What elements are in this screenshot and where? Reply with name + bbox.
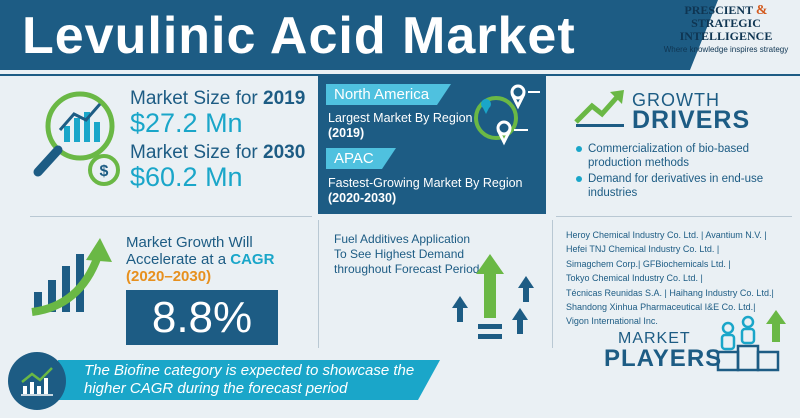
- line-chart-icon: [21, 367, 53, 396]
- divider: [552, 220, 553, 348]
- highlight-banner: [58, 360, 440, 400]
- market-size-2030-label: Market Size for 2030: [130, 142, 306, 163]
- people-podium-icon: [716, 310, 786, 372]
- cagr-label: Market Growth Will Accelerate at a CAGR …: [126, 234, 275, 285]
- largest-region-tag: North America: [326, 84, 452, 105]
- highlight-banner-text: The Biofine category is expected to show…: [84, 362, 415, 397]
- player-line: Heroy Chemical Industry Co. Ltd. | Avant…: [566, 230, 767, 240]
- header-rule: [0, 74, 800, 76]
- growth-arrow-icon: [574, 90, 624, 127]
- market-size-2019-value: $27.2 Mn: [130, 108, 243, 138]
- growth-driver-item: Demand for derivatives in end-use indust…: [576, 172, 782, 200]
- brand-tagline: Where knowledge inspires strategy: [663, 45, 789, 54]
- fastest-region-tag: APAC: [326, 148, 396, 169]
- largest-region-text: Largest Market By Region (2019): [328, 111, 473, 140]
- player-line: Hefei TNJ Chemical Industry Co. Ltd. |: [566, 244, 720, 255]
- bar-chart-growth-icon: [31, 238, 112, 316]
- growth-driver-item: Commercialization of bio-based productio…: [576, 142, 782, 170]
- map-pin-icon: [474, 84, 540, 146]
- player-line: Tokyo Chemical Industry Co. Ltd. |: [566, 273, 703, 284]
- cagr-value: 8.8%: [126, 290, 278, 345]
- player-line: Shandong Xinhua Pharmaceutical I&E Co. L…: [566, 302, 756, 313]
- banner-icon-circle: [8, 352, 66, 410]
- title-band: [0, 0, 718, 70]
- fastest-region-text: Fastest-Growing Market By Region (2020-2…: [328, 176, 523, 205]
- up-arrows-icon: [452, 254, 534, 339]
- application-text: Fuel Additives Application To See Highes…: [334, 232, 480, 276]
- player-line: Simagchem Corp.| GFBiochemicals Ltd. |: [566, 258, 731, 269]
- growth-drivers-heading: DRIVERS: [632, 106, 751, 134]
- market-size-2019-label: Market Size for 2019: [130, 88, 306, 109]
- brand-name: PRESCIENT & STRATEGIC INTELLIGENCE: [679, 3, 773, 43]
- divider: [30, 216, 312, 217]
- divider: [318, 220, 319, 348]
- divider: [556, 216, 792, 217]
- player-line: Técnicas Reunidas S.A. | Haihang Industr…: [566, 287, 774, 298]
- player-line: Vigon International Inc.: [566, 316, 658, 327]
- brand-logo: PRESCIENT & STRATEGIC INTELLIGENCE Where…: [658, 3, 794, 55]
- market-players-heading: PLAYERS: [604, 345, 723, 372]
- dollar-icon: $: [100, 163, 109, 180]
- page-title: Levulinic Acid Market: [22, 7, 576, 65]
- market-players-list: Heroy Chemical Industry Co. Ltd. | Avant…: [566, 228, 798, 329]
- magnifier-chart-icon: $: [33, 91, 120, 186]
- market-players-heading-small: MARKET: [618, 330, 691, 347]
- growth-drivers-heading-small: GROWTH: [632, 90, 720, 110]
- market-size-2030-value: $60.2 Mn: [130, 162, 243, 192]
